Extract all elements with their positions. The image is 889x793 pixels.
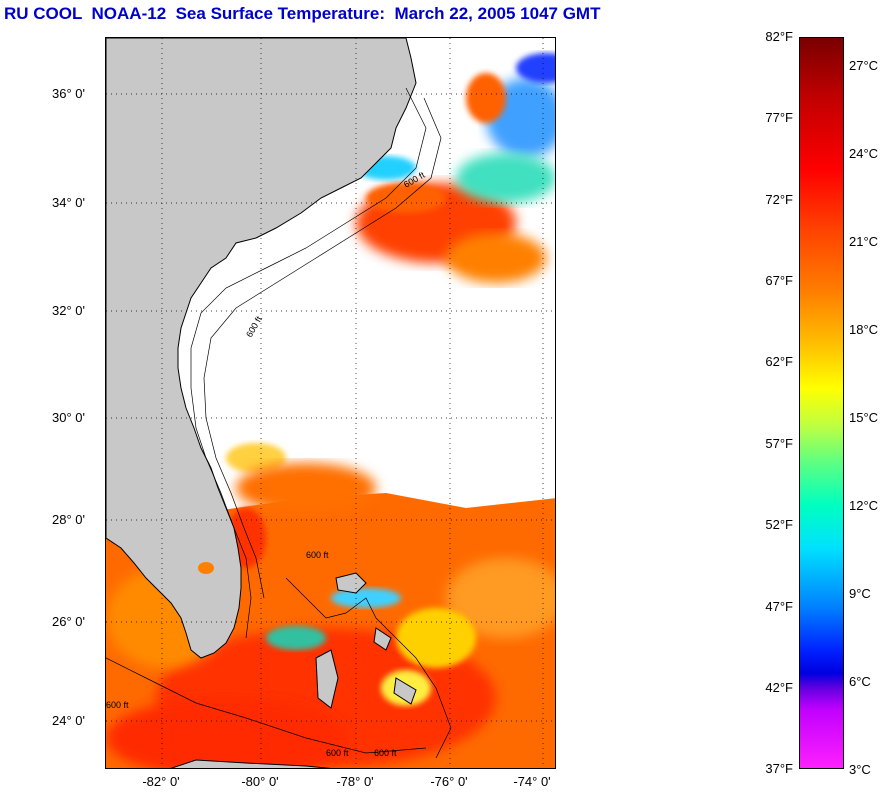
fahrenheit-label: 77°F xyxy=(765,110,793,125)
fahrenheit-label: 47°F xyxy=(765,599,793,614)
lat-label: 36° 0' xyxy=(52,86,85,101)
lat-label: 28° 0' xyxy=(52,512,85,527)
fahrenheit-label: 82°F xyxy=(765,29,793,44)
sst-gulf-stream xyxy=(106,53,555,568)
celsius-label: 18°C xyxy=(849,322,879,337)
lat-label: 24° 0' xyxy=(52,713,85,728)
figure-title: RU COOL NOAA-12 Sea Surface Temperature:… xyxy=(4,4,601,23)
lon-label: -78° 0' xyxy=(336,774,374,789)
land-cuba xyxy=(170,759,332,768)
lon-label: -74° 0' xyxy=(513,774,551,789)
celsius-label: 3°C xyxy=(849,762,871,777)
lon-label: -76° 0' xyxy=(430,774,468,789)
bathymetry-contours xyxy=(106,87,452,759)
celsius-label: 24°C xyxy=(849,146,879,161)
fahrenheit-label: 37°F xyxy=(765,761,793,776)
contour-label: 600 ft xyxy=(326,748,349,758)
contour-label: 600 ft xyxy=(374,748,397,758)
contour-label: 600 ft xyxy=(244,314,264,339)
lat-label: 32° 0' xyxy=(52,303,85,318)
fahrenheit-label: 57°F xyxy=(765,436,793,451)
celsius-label: 9°C xyxy=(849,586,871,601)
lon-label: -82° 0' xyxy=(142,774,180,789)
lon-label: -80° 0' xyxy=(241,774,279,789)
celsius-label: 12°C xyxy=(849,498,879,513)
fahrenheit-label: 72°F xyxy=(765,192,793,207)
celsius-label: 21°C xyxy=(849,234,879,249)
fahrenheit-label: 62°F xyxy=(765,354,793,369)
fahrenheit-label: 67°F xyxy=(765,273,793,288)
contour-label: 600 ft xyxy=(306,550,329,560)
sst-map: 600 ft 600 ft 600 ft 600 ft 600 ft 600 f… xyxy=(105,37,556,769)
celsius-label: 6°C xyxy=(849,674,871,689)
lat-label: 30° 0' xyxy=(52,410,85,425)
fahrenheit-label: 52°F xyxy=(765,517,793,532)
celsius-label: 27°C xyxy=(849,58,879,73)
fahrenheit-label: 42°F xyxy=(765,680,793,695)
temperature-colorbar xyxy=(799,37,844,769)
lat-label: 26° 0' xyxy=(52,614,85,629)
celsius-label: 15°C xyxy=(849,410,879,425)
contour-label: 600 ft xyxy=(106,700,129,710)
lat-label: 34° 0' xyxy=(52,195,85,210)
graticule xyxy=(106,38,555,768)
bahamas-islands xyxy=(198,562,417,709)
sst-map-svg: 600 ft 600 ft 600 ft 600 ft 600 ft 600 f… xyxy=(106,38,555,768)
land-southeast-us xyxy=(106,38,417,659)
